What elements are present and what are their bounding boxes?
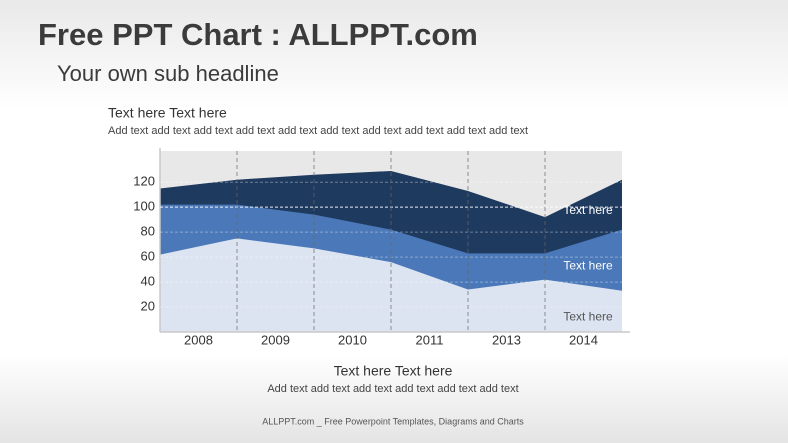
- x-tick-label: 2014: [569, 332, 598, 347]
- slide-title: Free PPT Chart : ALLPPT.com: [38, 17, 478, 52]
- series-label: Text here: [563, 203, 613, 217]
- footer: ALLPPT.com _ Free Powerpoint Templates, …: [262, 416, 524, 426]
- y-tick-label: 20: [141, 298, 155, 313]
- y-tick-label: 80: [141, 224, 155, 239]
- y-tick-label: 40: [141, 274, 155, 289]
- x-tick-label: 2008: [184, 332, 213, 347]
- chart-subtitle: Add text add text add text add text add …: [108, 125, 528, 137]
- x-tick-label: 2013: [492, 332, 521, 347]
- caption: Add text add text add text add text add …: [267, 383, 518, 395]
- series-label: Text here: [563, 258, 613, 272]
- y-tick-label: 60: [141, 249, 155, 264]
- x-tick-label: 2011: [416, 332, 444, 347]
- chart-title: Text here Text here: [108, 105, 227, 121]
- caption-title: Text here Text here: [334, 363, 453, 379]
- x-tick-label: 2010: [338, 332, 367, 347]
- series-label: Text here: [563, 310, 613, 324]
- y-tick-label: 120: [133, 174, 155, 189]
- slide-subtitle: Your own sub headline: [57, 61, 279, 86]
- y-tick-label: 100: [133, 199, 155, 214]
- x-tick-label: 2009: [261, 332, 290, 347]
